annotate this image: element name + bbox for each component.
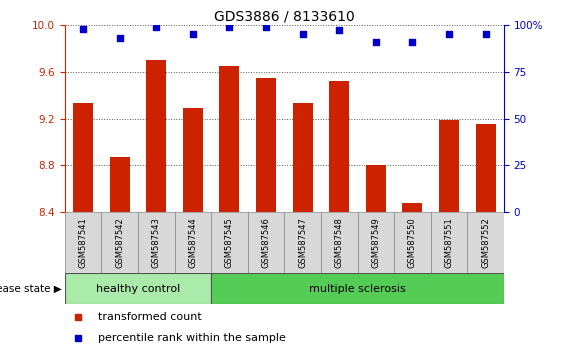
Bar bbox=[101, 212, 138, 273]
Bar bbox=[138, 212, 175, 273]
Text: GSM587551: GSM587551 bbox=[445, 217, 453, 268]
Bar bbox=[183, 108, 203, 212]
Point bbox=[261, 24, 270, 29]
Point bbox=[481, 31, 490, 37]
Bar bbox=[321, 212, 358, 273]
Bar bbox=[65, 273, 211, 304]
Point bbox=[408, 39, 417, 45]
Bar bbox=[439, 120, 459, 212]
Bar bbox=[256, 78, 276, 212]
Point bbox=[298, 31, 307, 37]
Point bbox=[115, 35, 124, 41]
Text: GSM587545: GSM587545 bbox=[225, 217, 234, 268]
Bar bbox=[73, 103, 93, 212]
Point bbox=[188, 31, 197, 37]
Text: transformed count: transformed count bbox=[91, 312, 202, 322]
Point bbox=[225, 24, 234, 29]
Bar bbox=[476, 125, 495, 212]
Text: GSM587552: GSM587552 bbox=[481, 217, 490, 268]
Text: healthy control: healthy control bbox=[96, 284, 180, 293]
Text: percentile rank within the sample: percentile rank within the sample bbox=[91, 332, 286, 343]
Bar bbox=[248, 212, 284, 273]
Bar bbox=[146, 60, 166, 212]
Bar bbox=[358, 212, 394, 273]
Bar bbox=[211, 212, 248, 273]
Bar bbox=[329, 81, 349, 212]
Bar bbox=[211, 273, 504, 304]
Bar bbox=[110, 157, 129, 212]
Text: GSM587547: GSM587547 bbox=[298, 217, 307, 268]
Text: GSM587543: GSM587543 bbox=[152, 217, 160, 268]
Text: GSM587546: GSM587546 bbox=[262, 217, 270, 268]
Bar bbox=[220, 66, 239, 212]
Bar bbox=[366, 165, 386, 212]
Bar bbox=[394, 212, 431, 273]
Bar bbox=[431, 212, 467, 273]
Point bbox=[152, 24, 161, 29]
Text: disease state ▶: disease state ▶ bbox=[0, 284, 62, 293]
Point bbox=[79, 26, 88, 32]
Point bbox=[445, 31, 454, 37]
Text: GSM587544: GSM587544 bbox=[189, 217, 197, 268]
Bar bbox=[467, 212, 504, 273]
Text: GSM587550: GSM587550 bbox=[408, 217, 417, 268]
Bar bbox=[403, 203, 422, 212]
Text: GSM587548: GSM587548 bbox=[335, 217, 343, 268]
Text: GSM587542: GSM587542 bbox=[115, 217, 124, 268]
Point bbox=[334, 28, 343, 33]
Point bbox=[372, 39, 381, 45]
Bar bbox=[175, 212, 211, 273]
Bar bbox=[65, 212, 101, 273]
Title: GDS3886 / 8133610: GDS3886 / 8133610 bbox=[214, 10, 355, 24]
Text: GSM587541: GSM587541 bbox=[79, 217, 87, 268]
Text: multiple sclerosis: multiple sclerosis bbox=[309, 284, 406, 293]
Text: GSM587549: GSM587549 bbox=[372, 217, 380, 268]
Bar bbox=[293, 103, 312, 212]
Bar bbox=[284, 212, 321, 273]
